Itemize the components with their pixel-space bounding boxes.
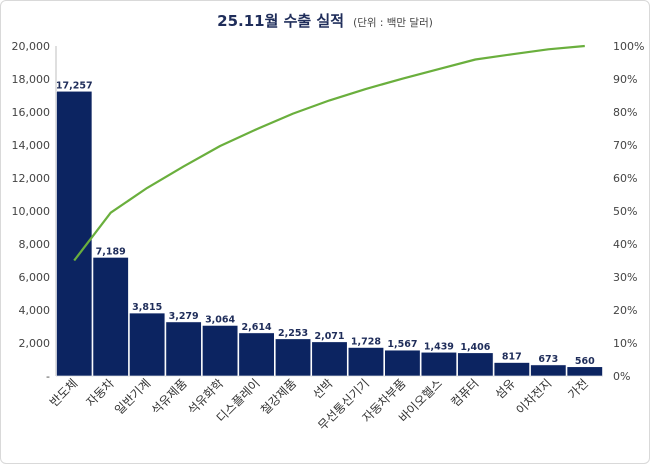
chart-title: 25.11월 수출 실적 <box>217 12 345 30</box>
bar <box>56 90 93 377</box>
y-left-tick-label: - <box>46 370 50 383</box>
cumulative-line <box>73 44 585 262</box>
y-right-tick-label: 80% <box>613 106 637 119</box>
y-left-tick-label: 20,000 <box>12 40 51 53</box>
data-label: 3,279 <box>169 311 199 322</box>
y-right-tick-label: 10% <box>613 337 637 350</box>
data-label: 7,189 <box>96 246 126 257</box>
bar <box>384 349 421 377</box>
bar <box>165 321 202 377</box>
bar <box>493 362 530 377</box>
data-label: 17,257 <box>56 80 93 91</box>
y-left-tick-label: 10,000 <box>12 205 51 218</box>
y-left-tick-label: 14,000 <box>12 139 51 152</box>
y-right-tick-label: 0% <box>613 370 630 383</box>
bar <box>202 325 239 377</box>
data-label: 1,728 <box>351 336 381 347</box>
data-label: 2,071 <box>314 331 344 342</box>
bar <box>457 352 494 377</box>
bar <box>238 332 275 377</box>
category-label: 석유제품 <box>149 376 190 417</box>
data-label: 673 <box>538 354 558 365</box>
y-left-tick-label: 2,000 <box>19 337 51 350</box>
category-label: 컴퓨터 <box>448 376 481 409</box>
data-label: 3,815 <box>132 302 162 313</box>
y-right-tick-label: 100% <box>613 40 644 53</box>
category-label: 철강제품 <box>258 376 299 417</box>
bar <box>311 341 348 377</box>
y-right-tick-label: 30% <box>613 271 637 284</box>
category-label: 섬유 <box>492 376 518 402</box>
y-right-tick-label: 60% <box>613 172 637 185</box>
y-right-tick-label: 20% <box>613 304 637 317</box>
y-right-tick-label: 90% <box>613 73 637 86</box>
y-left-tick-label: 4,000 <box>19 304 51 317</box>
y-left-tick-label: 12,000 <box>12 172 51 185</box>
category-label: 가전 <box>565 376 591 402</box>
chart-subtitle: (단위 : 백만 달러) <box>353 17 433 29</box>
bar <box>129 312 166 377</box>
bar <box>92 257 129 377</box>
category-label: 선박 <box>310 376 336 402</box>
data-label: 1,439 <box>424 341 454 352</box>
data-label: 560 <box>575 356 595 367</box>
bar <box>274 338 312 377</box>
data-label: 2,253 <box>278 328 308 339</box>
y-left-tick-label: 8,000 <box>19 238 51 251</box>
bar <box>420 351 457 377</box>
data-label: 1,406 <box>460 342 490 353</box>
title-block: 25.11월 수출 실적 (단위 : 백만 달러) <box>0 10 650 31</box>
y-right-tick-label: 70% <box>613 139 637 152</box>
y-right-tick-label: 50% <box>613 205 637 218</box>
data-label: 2,614 <box>242 322 272 333</box>
data-label: 817 <box>502 352 522 363</box>
data-label: 1,567 <box>387 339 417 350</box>
category-label: 이차전지 <box>513 376 554 417</box>
bar <box>530 364 567 377</box>
category-label: 자동차 <box>83 376 116 409</box>
bar <box>347 347 385 377</box>
y-left-tick-label: 6,000 <box>19 271 51 284</box>
bar <box>566 366 603 377</box>
y-right-tick-label: 40% <box>613 238 637 251</box>
category-label: 일반기계 <box>112 376 153 417</box>
category-label: 반도체 <box>47 376 80 409</box>
y-left-tick-label: 18,000 <box>12 73 51 86</box>
y-left-tick-label: 16,000 <box>12 106 51 119</box>
data-label: 3,064 <box>205 314 235 325</box>
